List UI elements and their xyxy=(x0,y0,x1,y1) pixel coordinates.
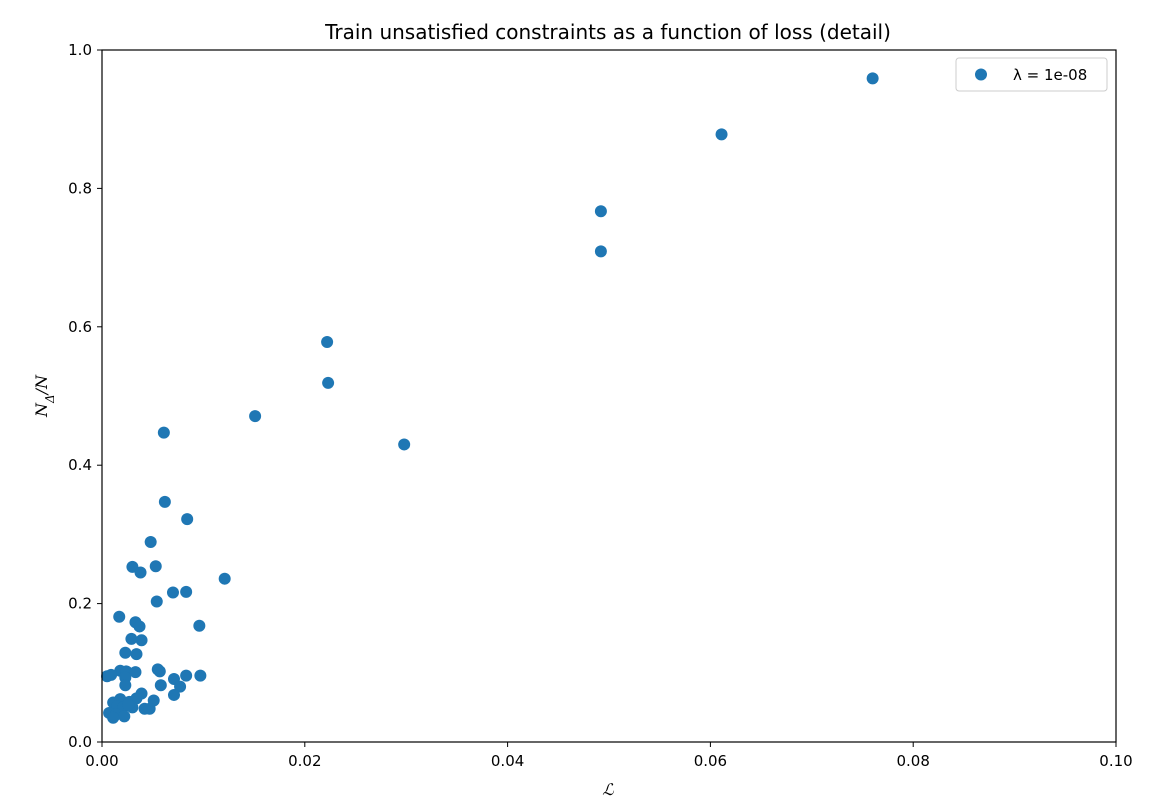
data-point-7 xyxy=(398,438,411,451)
data-point-24 xyxy=(135,634,148,647)
data-point-26 xyxy=(130,648,143,661)
data-point-19 xyxy=(113,610,126,623)
data-point-17 xyxy=(180,585,193,598)
data-point-8 xyxy=(157,426,170,439)
x-tick-label: 0.00 xyxy=(85,752,118,770)
data-point-37 xyxy=(194,669,207,682)
data-point-36 xyxy=(180,669,193,682)
data-point-31 xyxy=(153,665,166,678)
data-point-3 xyxy=(594,245,607,258)
x-tick-label: 0.08 xyxy=(896,752,929,770)
data-point-42 xyxy=(167,688,180,701)
legend-label: λ = 1e-08 xyxy=(1013,66,1087,84)
y-tick-label: 0.2 xyxy=(68,595,92,613)
data-point-1 xyxy=(715,128,728,141)
data-point-57 xyxy=(122,698,135,711)
y-axis-label-base: N xyxy=(32,402,51,418)
data-point-10 xyxy=(181,513,194,526)
data-point-52 xyxy=(143,702,156,715)
plot-frame xyxy=(101,49,1117,743)
x-tick-label: 0.06 xyxy=(694,752,727,770)
data-point-33 xyxy=(105,668,118,681)
data-point-5 xyxy=(322,376,335,389)
y-tick-label: 0.0 xyxy=(68,733,92,751)
y-tick-label: 0.6 xyxy=(68,318,92,336)
data-point-38 xyxy=(119,679,132,692)
data-point-0 xyxy=(866,72,879,85)
data-point-13 xyxy=(134,566,147,579)
y-axis-label-subscript: Δ xyxy=(43,394,57,404)
legend: λ = 1e-08 xyxy=(955,57,1108,92)
data-point-18 xyxy=(150,595,163,608)
y-tick-label: 1.0 xyxy=(68,41,92,59)
y-tick-label: 0.4 xyxy=(68,456,92,474)
y-axis-label: NΔ/N xyxy=(32,374,57,418)
data-point-2 xyxy=(594,205,607,218)
data-point-15 xyxy=(218,572,231,585)
data-point-11 xyxy=(144,536,157,549)
data-point-55 xyxy=(118,710,131,723)
legend-marker xyxy=(975,68,987,81)
data-point-21 xyxy=(133,620,146,633)
data-point-39 xyxy=(154,679,167,692)
data-point-45 xyxy=(130,692,143,705)
y-axis-label-rest: /N xyxy=(32,374,51,396)
x-tick-label: 0.10 xyxy=(1099,752,1132,770)
data-point-4 xyxy=(321,336,334,349)
x-tick-label: 0.02 xyxy=(288,752,321,770)
data-point-25 xyxy=(119,646,132,659)
y-axis-ticks: 0.0 0.2 0.4 0.6 0.8 1.0 xyxy=(68,41,102,751)
x-tick-label: 0.04 xyxy=(491,752,524,770)
x-axis-label: ℒ xyxy=(602,780,614,799)
chart-title: Train unsatisfied constraints as a funct… xyxy=(324,20,891,44)
data-points xyxy=(101,72,879,724)
data-point-16 xyxy=(166,586,179,599)
data-point-56 xyxy=(107,711,120,724)
data-point-29 xyxy=(129,666,142,679)
data-point-14 xyxy=(149,560,162,573)
data-point-22 xyxy=(193,619,206,632)
data-point-6 xyxy=(249,410,262,423)
data-point-23 xyxy=(125,632,138,645)
x-axis-ticks: 0.00 0.02 0.04 0.06 0.08 0.10 xyxy=(85,742,1133,770)
legend-box xyxy=(955,57,1108,92)
data-point-9 xyxy=(158,495,171,508)
y-tick-label: 0.8 xyxy=(68,179,92,197)
data-point-40 xyxy=(174,680,187,693)
